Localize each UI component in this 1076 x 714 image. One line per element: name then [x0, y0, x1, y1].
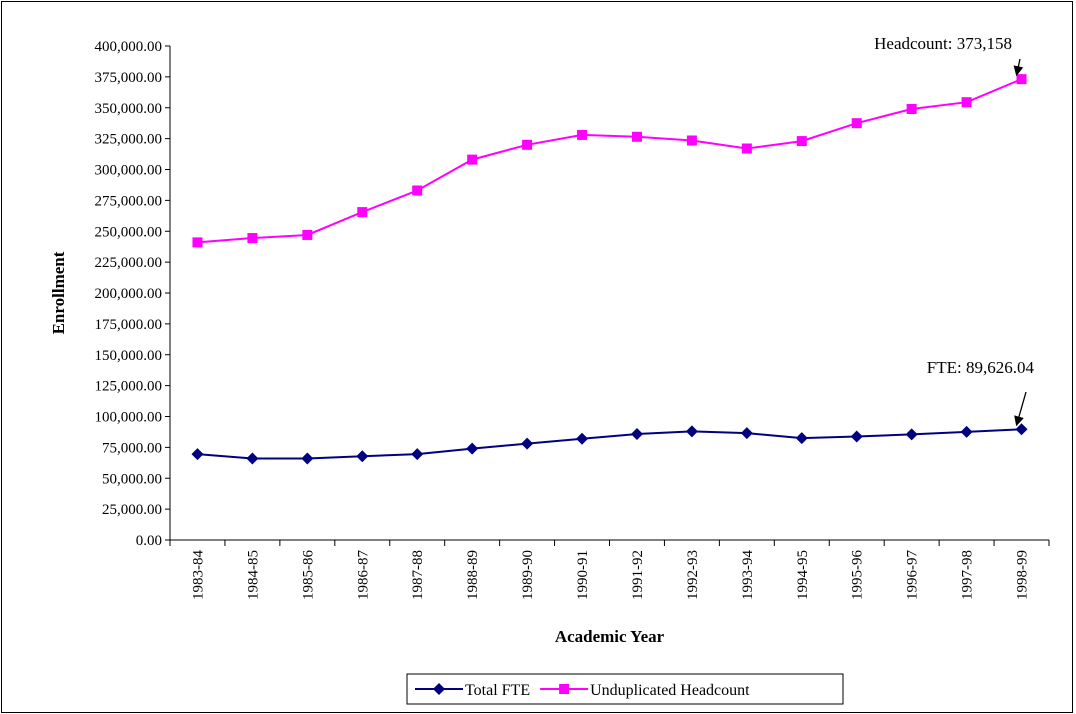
y-tick-label: 25,000.00 — [102, 502, 162, 518]
x-axis-title: Academic Year — [555, 627, 665, 646]
x-tick-label: 1991-92 — [630, 550, 646, 600]
annotation-layer: Headcount: 373,158 FTE: 89,626.04 — [874, 34, 1035, 427]
y-tick-label: 175,000.00 — [95, 317, 163, 333]
y-tick-label: 200,000.00 — [95, 286, 163, 302]
callout-arrow — [1013, 58, 1024, 77]
data-point — [960, 425, 973, 438]
data-point — [559, 684, 570, 694]
legend: Total FTE Unduplicated Headcount — [406, 673, 844, 705]
data-point — [631, 131, 642, 142]
data-point — [740, 427, 753, 440]
data-point — [686, 135, 697, 146]
legend-label: Total FTE — [465, 682, 530, 699]
x-tick-label: 1990-91 — [575, 550, 591, 600]
data-point — [467, 154, 478, 165]
x-tick-label: 1984-85 — [245, 550, 261, 600]
y-tick-label: 150,000.00 — [95, 348, 163, 364]
data-point — [576, 432, 589, 445]
data-point — [466, 442, 479, 455]
data-point — [1016, 74, 1027, 85]
x-tick-label: 1996-97 — [905, 550, 921, 600]
data-point — [357, 207, 368, 218]
callout-label: FTE: 89,626.04 — [927, 358, 1035, 377]
x-tick-label: 1993-94 — [740, 550, 756, 600]
legend-box — [406, 673, 844, 705]
data-point — [356, 450, 369, 463]
series-layer — [191, 74, 1028, 465]
data-point — [411, 448, 424, 461]
y-axis-title: Enrollment — [49, 251, 68, 334]
series-unduplicated-headcount — [192, 74, 1027, 248]
y-tick-label: 400,000.00 — [95, 39, 163, 55]
y-tick-label: 250,000.00 — [95, 224, 163, 240]
legend-item: Unduplicated Headcount — [540, 682, 750, 699]
x-tick-label: 1986-87 — [355, 550, 371, 600]
data-point — [1015, 423, 1028, 436]
x-tick-label: 1987-88 — [410, 550, 426, 600]
data-point — [577, 129, 588, 140]
data-point — [192, 237, 203, 248]
y-tick-label: 125,000.00 — [95, 379, 163, 395]
y-tick-label: 50,000.00 — [102, 471, 162, 487]
series-line — [197, 78, 1022, 244]
callout-arrow — [1014, 391, 1027, 427]
data-point — [412, 185, 423, 196]
data-point — [302, 229, 313, 240]
data-point — [246, 452, 259, 465]
data-point — [247, 233, 258, 244]
data-point — [191, 448, 204, 461]
y-tick-label: 350,000.00 — [95, 101, 163, 117]
data-point — [795, 432, 808, 445]
callout-label: Headcount: 373,158 — [874, 34, 1012, 53]
data-point — [906, 103, 917, 114]
series-total-fte — [191, 423, 1028, 465]
x-tick-label: 1994-95 — [795, 550, 811, 600]
y-tick-label: 375,000.00 — [95, 70, 163, 86]
y-tick-label: 325,000.00 — [95, 132, 163, 148]
y-tick-label: 100,000.00 — [95, 410, 163, 426]
data-point — [301, 452, 314, 465]
y-tick-label: 225,000.00 — [95, 255, 163, 271]
x-tick-label: 1989-90 — [520, 550, 536, 600]
x-tick-label: 1998-99 — [1015, 550, 1031, 600]
data-point — [961, 97, 972, 108]
data-point — [522, 139, 533, 150]
x-axis: 1983-84 1984-85 1985-86 1986-87 1987-88 1988-… — [169, 539, 1050, 600]
x-tick-label: 1997-98 — [960, 550, 976, 600]
x-tick-label: 1985-86 — [300, 550, 316, 600]
legend-label: Unduplicated Headcount — [590, 682, 750, 699]
x-tick-label: 1992-93 — [685, 550, 701, 600]
data-point — [521, 437, 534, 450]
data-point — [850, 430, 863, 443]
y-tick-label: 75,000.00 — [102, 440, 162, 456]
data-point — [741, 143, 752, 154]
x-tick-label: 1995-96 — [850, 550, 866, 600]
data-point — [796, 136, 807, 147]
data-point — [905, 428, 918, 441]
x-tick-label: 1983-84 — [190, 550, 206, 600]
y-axis: 0.00 25,000.00 50,000.00 75,000.00 100,000.0… — [95, 39, 171, 549]
x-tick-label: 1988-89 — [465, 550, 481, 600]
data-point — [630, 428, 643, 441]
series-line — [197, 428, 1022, 460]
legend-item: Total FTE — [415, 682, 530, 699]
data-point — [685, 425, 698, 438]
data-point — [851, 118, 862, 129]
y-tick-label: 0.00 — [136, 533, 162, 549]
data-point — [433, 683, 445, 695]
y-tick-label: 275,000.00 — [95, 193, 163, 209]
y-tick-label: 300,000.00 — [95, 163, 163, 179]
